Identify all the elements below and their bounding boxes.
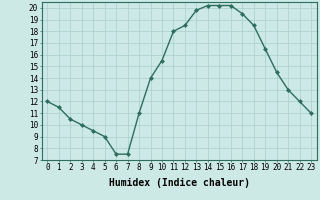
X-axis label: Humidex (Indice chaleur): Humidex (Indice chaleur) <box>109 178 250 188</box>
